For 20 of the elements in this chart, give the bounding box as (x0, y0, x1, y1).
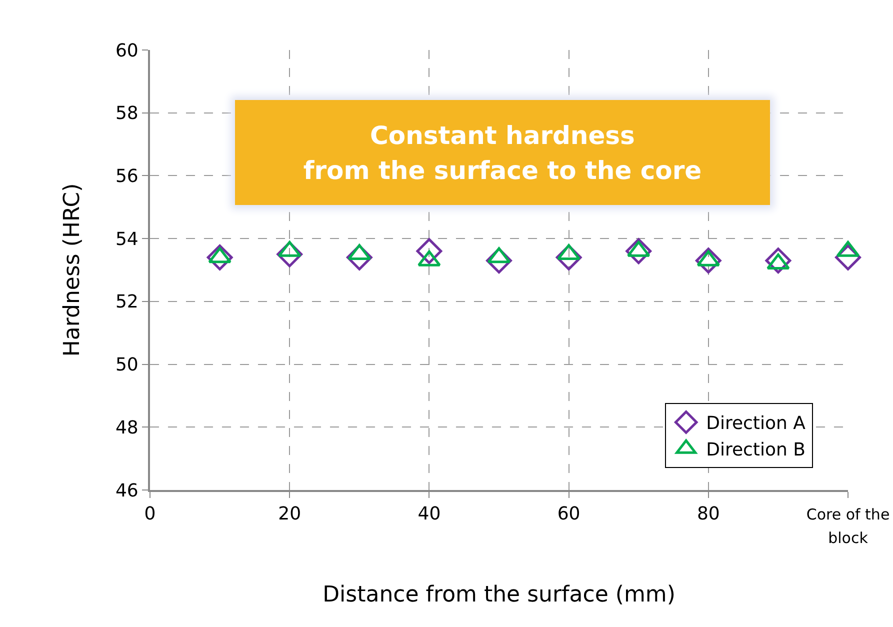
y-tick-label: 46 (115, 480, 138, 502)
y-tick-label: 48 (115, 417, 138, 438)
y-tick-label: 56 (115, 166, 138, 188)
legend-label: Direction B (706, 440, 806, 461)
y-tick-label: 52 (115, 292, 138, 313)
x-tick-label: 60 (557, 504, 580, 525)
x-axis-title: Distance from the surface (mm) (322, 582, 676, 608)
annotation: Constant hardness from the surface to the core (303, 120, 702, 186)
x-tick-label: 40 (418, 504, 441, 525)
callout-box: Constant hardness from the surface to the core (235, 100, 770, 205)
x-tick-label: 0 (144, 504, 156, 525)
x-tick-label: 20 (278, 504, 302, 525)
y-tick-label: 60 (115, 40, 138, 62)
y-tick-label: 58 (115, 103, 138, 124)
y-tick-label: 50 (115, 354, 138, 376)
x-tick-label: Core of the block (806, 506, 890, 547)
x-tick-label: 80 (696, 504, 720, 525)
y-axis-title: Hardness (HRC) (60, 183, 85, 357)
legend-label: Direction A (706, 413, 806, 434)
y-tick-label: 54 (115, 228, 138, 250)
